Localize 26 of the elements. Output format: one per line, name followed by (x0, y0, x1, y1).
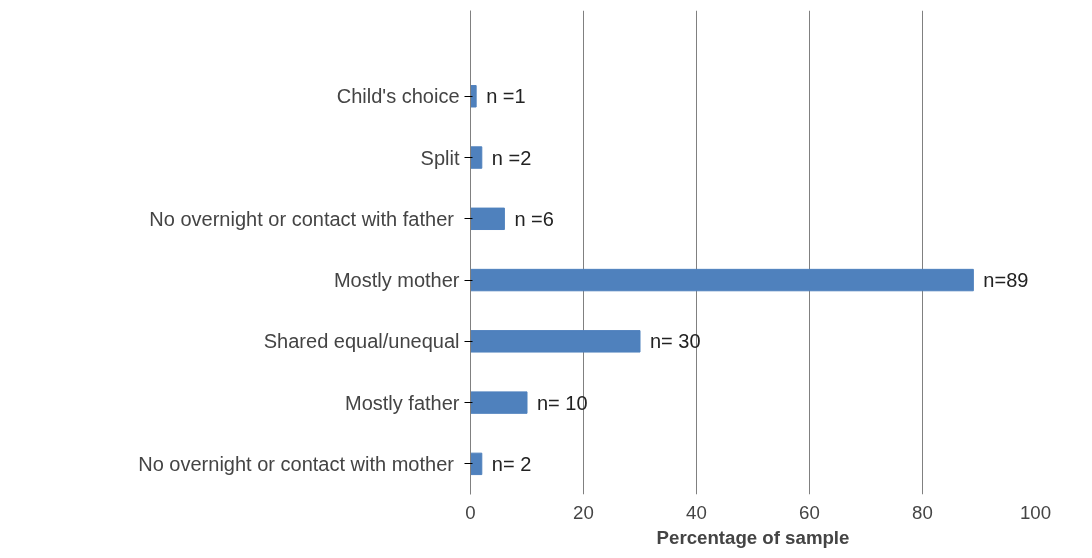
bar (470, 207, 505, 231)
data-label: n =1 (486, 85, 526, 108)
x-axis-title: Percentage of sample (656, 526, 850, 548)
data-label: n =6 (514, 207, 554, 230)
x-tick-label: 100 (1019, 501, 1052, 523)
x-tick-label: 20 (573, 501, 594, 523)
bar (470, 330, 641, 353)
data-label: n=89 (983, 269, 1029, 292)
y-tick-label: Split (420, 146, 460, 169)
data-label: n= 2 (491, 452, 532, 475)
x-tick-label: 0 (465, 501, 476, 523)
bar (470, 268, 974, 292)
bar (470, 146, 483, 169)
y-tick-label: Mostly mother (333, 269, 460, 292)
bar (470, 391, 528, 414)
y-tick-label: No overnight or contact with mother (138, 452, 455, 475)
y-tick-label: Child's choice (336, 85, 460, 108)
x-tick-label: 80 (912, 501, 933, 523)
y-tick-label: Mostly father (345, 391, 460, 414)
bar (470, 85, 477, 108)
data-label: n =2 (491, 146, 532, 169)
bar (470, 452, 483, 476)
x-tick-label: 60 (799, 501, 820, 523)
y-tick-label: Shared equal/unequal (263, 330, 460, 353)
y-tick-label: No overnight or contact with father (149, 207, 455, 230)
x-tick-label: 40 (686, 501, 707, 523)
